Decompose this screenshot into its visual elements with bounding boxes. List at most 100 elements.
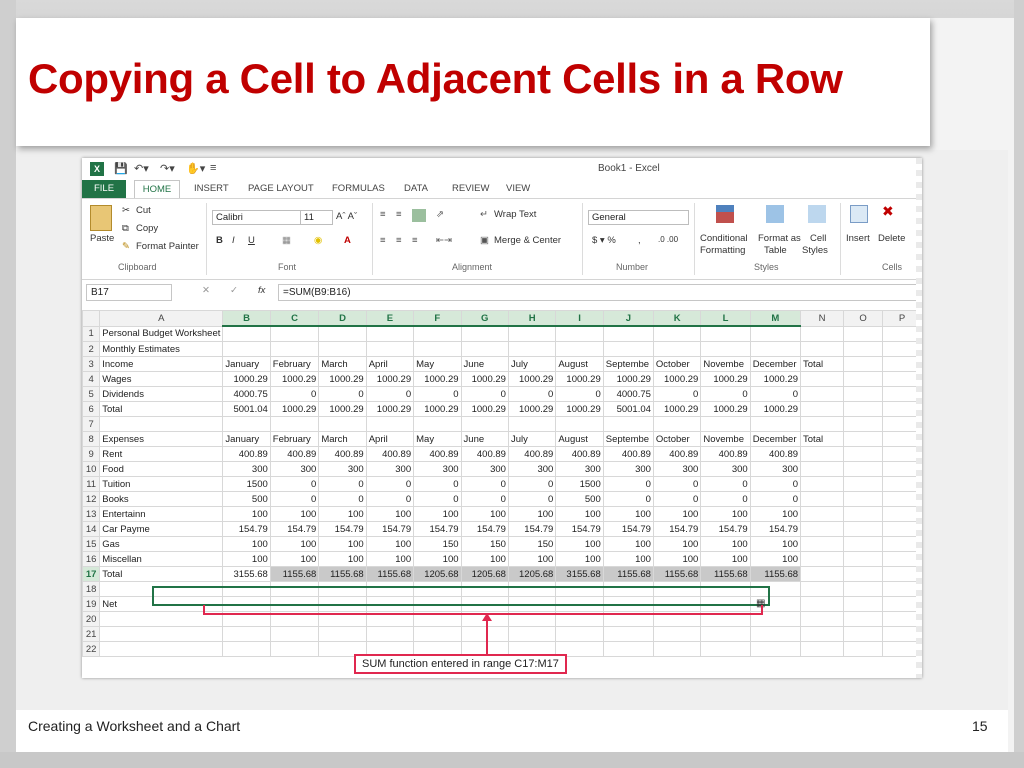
cell[interactable]: 0	[507, 491, 557, 507]
cell[interactable]: 1000.29	[602, 371, 654, 387]
cell[interactable]: 1000.29	[460, 401, 509, 417]
cell[interactable]: 150	[413, 536, 462, 552]
cell[interactable]	[843, 641, 884, 657]
cell[interactable]	[700, 341, 751, 357]
number-format-select[interactable]: General	[588, 210, 689, 225]
cell[interactable]	[99, 641, 224, 657]
conditional-formatting-icon[interactable]	[716, 205, 734, 223]
cell[interactable]: 0	[413, 476, 462, 492]
cell[interactable]: Tuition	[99, 476, 224, 492]
grow-font-icon[interactable]: Aˆ Aˇ	[336, 211, 358, 222]
italic-button[interactable]: I	[232, 235, 235, 246]
enter-icon[interactable]: ✓	[230, 285, 238, 296]
cell[interactable]: Septembe	[602, 356, 654, 372]
cell[interactable]: 300	[460, 461, 509, 477]
cell[interactable]: Novembe	[700, 431, 751, 447]
row-header[interactable]: 5	[82, 386, 101, 402]
column-header[interactable]: K	[652, 310, 702, 327]
cut-button[interactable]: Cut	[136, 205, 151, 216]
tab-view[interactable]: VIEW	[506, 183, 531, 194]
cell[interactable]: 100	[365, 536, 415, 552]
cell[interactable]: 1500	[555, 476, 604, 492]
cell[interactable]: 0	[555, 386, 604, 402]
bold-button[interactable]: B	[216, 235, 223, 246]
cell[interactable]: 1205.68	[460, 566, 509, 582]
row-header[interactable]: 14	[82, 521, 101, 537]
cell[interactable]	[318, 416, 367, 432]
tab-file[interactable]: FILE	[82, 180, 126, 198]
cell[interactable]	[652, 641, 702, 657]
cell[interactable]: 0	[269, 491, 320, 507]
cell[interactable]: 100	[602, 536, 654, 552]
cell[interactable]	[460, 626, 509, 642]
cell[interactable]: 154.79	[460, 521, 509, 537]
cell[interactable]	[843, 551, 884, 567]
cell[interactable]: Total	[99, 401, 224, 417]
column-header[interactable]: G	[460, 310, 509, 327]
row-header[interactable]: 13	[82, 506, 101, 522]
copy-icon[interactable]: ⧉	[122, 223, 129, 234]
cell[interactable]: 100	[555, 506, 604, 522]
cell[interactable]: Novembe	[700, 356, 751, 372]
cell[interactable]	[843, 491, 884, 507]
cell[interactable]	[602, 341, 654, 357]
row-header[interactable]: 3	[82, 356, 101, 372]
format-as-table-label[interactable]: Format as	[758, 233, 801, 244]
align-left-icon[interactable]: ≡	[380, 235, 386, 246]
row-header[interactable]: 2	[82, 341, 101, 357]
top-align-icon[interactable]: ≡	[380, 209, 386, 220]
cell[interactable]: Monthly Estimates	[99, 341, 224, 357]
cell[interactable]: 0	[365, 386, 415, 402]
cell[interactable]: 5001.04	[222, 401, 271, 417]
cell[interactable]: Total	[800, 431, 845, 447]
name-box[interactable]: B17	[86, 284, 172, 301]
cell[interactable]	[800, 521, 845, 537]
merge-center-icon[interactable]: ▣	[480, 235, 489, 246]
cell[interactable]	[269, 341, 320, 357]
cell[interactable]	[652, 325, 702, 342]
cell[interactable]: 300	[507, 461, 557, 477]
cell[interactable]	[413, 341, 462, 357]
cell[interactable]: 100	[222, 506, 271, 522]
cell[interactable]: 1155.68	[318, 566, 367, 582]
cell[interactable]	[800, 506, 845, 522]
row-header[interactable]: 17	[82, 566, 101, 582]
cell[interactable]	[555, 626, 604, 642]
cell[interactable]	[749, 641, 802, 657]
bottom-align-icon[interactable]	[412, 209, 426, 222]
cell[interactable]: 1000.29	[318, 401, 367, 417]
cell[interactable]: 100	[749, 506, 802, 522]
cell[interactable]: 0	[652, 386, 702, 402]
paste-button[interactable]: Paste	[90, 233, 115, 244]
cell[interactable]: 154.79	[507, 521, 557, 537]
cell[interactable]: 0	[652, 476, 702, 492]
cell[interactable]	[843, 325, 884, 342]
tab-insert[interactable]: INSERT	[194, 183, 229, 194]
formula-input[interactable]: =SUM(B9:B16)	[278, 284, 922, 301]
cell[interactable]: Personal Budget Worksheet	[99, 325, 224, 342]
cell[interactable]: 154.79	[555, 521, 604, 537]
cell[interactable]: 100	[555, 551, 604, 567]
cell[interactable]	[700, 416, 751, 432]
cell[interactable]: 400.89	[555, 446, 604, 462]
tab-review[interactable]: REVIEW	[452, 183, 490, 194]
cell[interactable]: January	[222, 356, 271, 372]
cell[interactable]	[800, 641, 845, 657]
decimal-icon[interactable]: .0 .00	[658, 235, 679, 244]
cell[interactable]: 100	[652, 506, 702, 522]
cell[interactable]: 1000.29	[460, 371, 509, 387]
row-header[interactable]: 9	[82, 446, 101, 462]
cell[interactable]	[222, 416, 271, 432]
format-as-table-label-2[interactable]: Table	[764, 245, 787, 256]
cell[interactable]: Dividends	[99, 386, 224, 402]
cell[interactable]: 500	[222, 491, 271, 507]
column-header[interactable]: L	[700, 310, 751, 327]
cell[interactable]: February	[269, 431, 320, 447]
cut-icon[interactable]: ✂	[122, 205, 130, 216]
cell[interactable]: 0	[652, 491, 702, 507]
cell[interactable]: 0	[269, 476, 320, 492]
cell[interactable]: 1000.29	[222, 371, 271, 387]
cell[interactable]	[700, 325, 751, 342]
customize-qat-icon[interactable]: ≡	[210, 162, 217, 174]
cell[interactable]	[843, 446, 884, 462]
